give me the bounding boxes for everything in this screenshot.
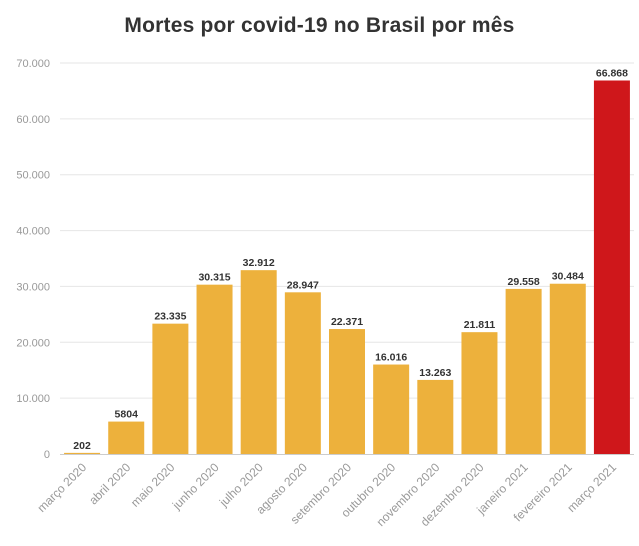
y-tick-label: 40.000 xyxy=(16,226,50,238)
bar[interactable] xyxy=(373,364,410,454)
bar[interactable] xyxy=(505,288,542,454)
bar[interactable] xyxy=(196,284,233,454)
data-label: 29.558 xyxy=(508,276,540,288)
bar[interactable] xyxy=(152,323,189,454)
y-tick-label: 70.000 xyxy=(16,58,50,70)
data-label: 28.947 xyxy=(287,279,319,291)
x-tick-label: junho 2020 xyxy=(169,460,222,513)
data-label: 202 xyxy=(73,440,91,452)
bar[interactable] xyxy=(549,283,586,454)
bar[interactable] xyxy=(284,292,321,454)
y-tick-label: 30.000 xyxy=(16,281,50,293)
bar[interactable] xyxy=(108,421,145,454)
chart-title: Mortes por covid-19 no Brasil por mês xyxy=(124,14,515,37)
y-tick-label: 60.000 xyxy=(16,114,50,126)
data-label: 30.484 xyxy=(552,271,584,283)
data-label: 30.315 xyxy=(198,272,230,284)
data-label: 13.263 xyxy=(419,367,451,379)
bar[interactable] xyxy=(329,329,365,454)
x-tick-label: abril 2020 xyxy=(86,460,133,507)
bar[interactable] xyxy=(64,452,101,454)
y-tick-label: 10.000 xyxy=(16,393,50,405)
bar[interactable] xyxy=(461,332,498,454)
data-label: 66.868 xyxy=(596,67,628,79)
data-label: 21.811 xyxy=(464,319,496,331)
data-label: 5804 xyxy=(115,409,139,421)
x-tick-label: março 2020 xyxy=(34,460,89,515)
y-tick-label: 20.000 xyxy=(16,337,50,349)
y-axis-tick-labels: 0 10.000 20.000 30.000 40.000 50.000 60.000 70.… xyxy=(16,58,50,461)
bar[interactable] xyxy=(593,80,630,455)
y-tick-label: 50.000 xyxy=(16,170,50,182)
y-tick-label: 0 xyxy=(44,449,50,461)
data-label: 23.335 xyxy=(154,311,186,323)
bars xyxy=(64,80,630,455)
data-labels: 202 5804 23.335 30.315 32.912 28.947 22.371 16.… xyxy=(73,67,628,451)
bar[interactable] xyxy=(240,270,277,454)
data-label: 32.912 xyxy=(243,257,275,269)
bar[interactable] xyxy=(417,379,454,454)
data-label: 22.371 xyxy=(331,316,363,328)
data-label: 16.016 xyxy=(375,352,407,364)
